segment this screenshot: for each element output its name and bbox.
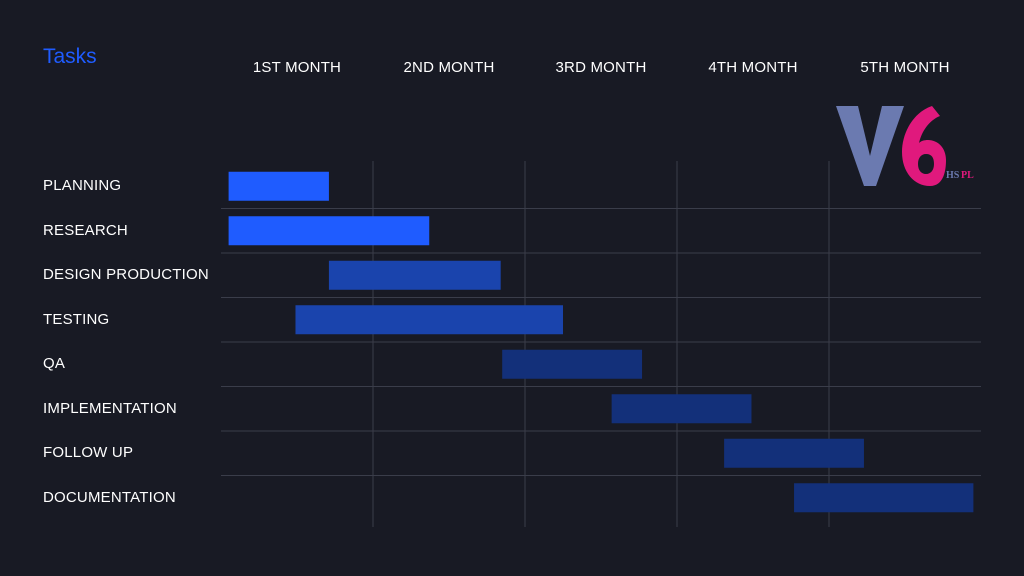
chart-title: Tasks	[43, 45, 97, 68]
task-label: IMPLEMENTATION	[43, 399, 177, 417]
logo-six-shape	[902, 106, 946, 186]
task-label: FOLLOW UP	[43, 444, 134, 462]
logo-v-shape	[836, 106, 904, 186]
task-bar	[228, 216, 430, 246]
month-label: 1ST MONTH	[252, 59, 342, 76]
task-label: DOCUMENTATION	[43, 488, 176, 506]
task-label: DESIGN PRODUCTION	[43, 266, 209, 284]
task-bar	[724, 438, 864, 468]
task-label: TESTING	[43, 310, 110, 328]
task-bar	[794, 483, 974, 513]
v6-logo: HS PL	[836, 106, 974, 186]
month-label: 3RD MONTH	[555, 59, 647, 76]
task-label: RESEARCH	[43, 221, 128, 239]
task-bar	[502, 349, 643, 379]
month-label: 5TH MONTH	[860, 59, 950, 76]
task-bar	[328, 260, 501, 290]
task-label: PLANNING	[43, 177, 122, 195]
task-bar	[611, 394, 752, 424]
task-bar	[295, 305, 563, 335]
month-label: 2ND MONTH	[403, 59, 495, 76]
month-label: 4TH MONTH	[708, 59, 798, 76]
logo-hspl-text: HS	[946, 170, 960, 181]
task-label: QA	[43, 355, 66, 373]
logo-hspl-text-accent: PL	[961, 170, 974, 181]
task-bar	[228, 171, 329, 201]
